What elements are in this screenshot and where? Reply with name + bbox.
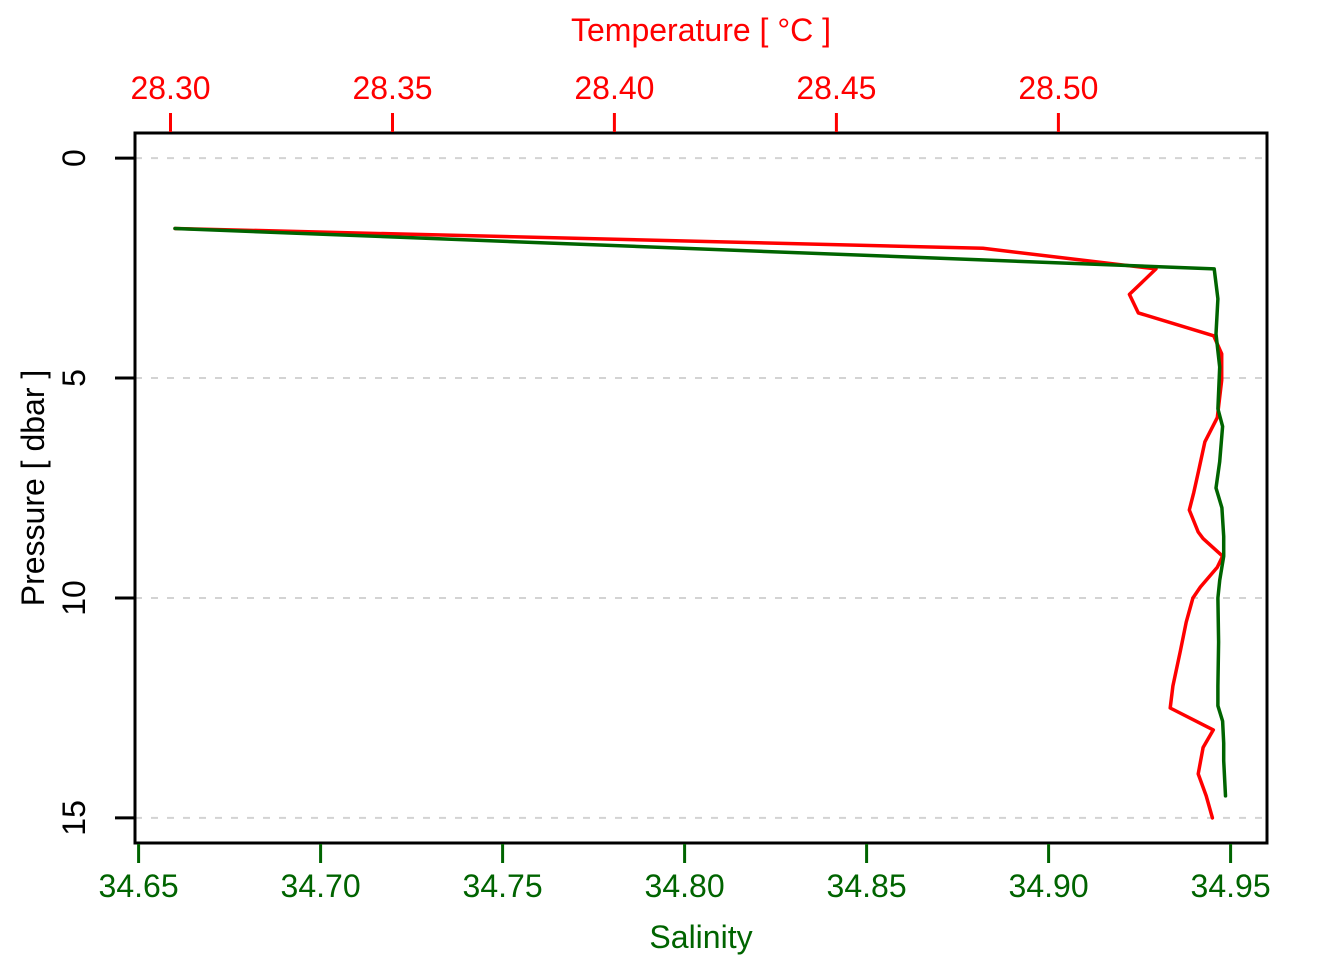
pressure-tick-label: 5 — [56, 369, 92, 387]
pressure-tick-label: 15 — [56, 800, 92, 836]
pressure-tick-label: 10 — [56, 580, 92, 616]
temperature-tick-label: 28.30 — [130, 70, 210, 106]
salinity-tick-label: 34.65 — [99, 868, 179, 904]
pressure-tick-label: 0 — [56, 149, 92, 167]
temperature-tick-label: 28.35 — [352, 70, 432, 106]
salinity-tick-label: 34.85 — [827, 868, 907, 904]
plot-frame — [133, 131, 1269, 845]
temperature-tick-label: 28.45 — [796, 70, 876, 106]
salinity-tick-label: 34.70 — [281, 868, 361, 904]
temperature-axis-title: Temperature [ °C ] — [571, 12, 831, 48]
temperature-line — [173, 226, 1225, 820]
temperature-tick-label: 28.50 — [1018, 70, 1098, 106]
salinity-tick-label: 34.95 — [1191, 868, 1271, 904]
salinity-line — [173, 226, 1228, 798]
salinity-tick-label: 34.75 — [463, 868, 543, 904]
salinity-tick-label: 34.90 — [1009, 868, 1089, 904]
temperature-tick-label: 28.40 — [574, 70, 654, 106]
salinity-tick-label: 34.80 — [645, 868, 725, 904]
salinity-axis-title: Salinity — [649, 919, 753, 955]
